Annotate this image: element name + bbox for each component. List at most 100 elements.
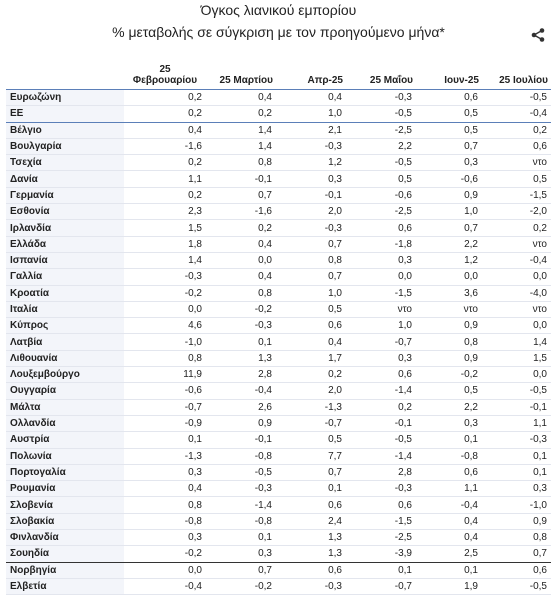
cell: 1,0 xyxy=(346,317,416,335)
table-row: Αυστρία 0,1 -0,1 0,5 -0,5 0,1 -0,3 xyxy=(6,431,551,449)
cell: 11,9 xyxy=(124,366,206,384)
table-row: Ελλάδα 1,8 0,4 0,7 -1,8 2,2 ντο xyxy=(6,236,551,253)
cell: 0,3 xyxy=(346,350,416,368)
header: Όγκος λιανικού εμπορίου % μεταβολής σε σ… xyxy=(0,0,557,48)
cell: -0,6 xyxy=(124,382,206,400)
cell: -1,8 xyxy=(346,236,416,253)
table-row: Κροατία -0,2 0,8 1,0 -1,5 3,6 -4,0 xyxy=(6,285,551,302)
cell: 0,6 xyxy=(416,89,482,107)
cell: 0,1 xyxy=(482,464,551,482)
table-row: Ισπανία 1,4 0,0 0,8 0,3 1,2 -0,4 xyxy=(6,252,551,270)
row-label: Ολλανδία xyxy=(6,415,124,433)
row-label: ΕΕ xyxy=(6,105,124,123)
column-header: 25 Ιουλίου xyxy=(482,48,551,90)
cell: 0,0 xyxy=(482,366,551,384)
cell: 0,1 xyxy=(416,562,482,579)
row-label: Ισπανία xyxy=(6,252,124,270)
cell: 0,7 xyxy=(416,219,482,237)
cell: -1,6 xyxy=(206,203,276,221)
cell: -0,2 xyxy=(416,366,482,384)
cell: -0,4 xyxy=(482,105,551,123)
row-label: Δανία xyxy=(6,170,124,188)
subtitle: % μεταβολής σε σύγκριση με τον προηγούμε… xyxy=(112,24,445,40)
table-row: ΕΕ 0,2 0,2 1,0 -0,5 0,5 -0,4 xyxy=(6,105,551,123)
cell: -0,5 xyxy=(482,382,551,400)
row-label: Γερμανία xyxy=(6,187,124,205)
table-row: Φινλανδία 0,3 0,1 1,3 -2,5 0,4 0,8 xyxy=(6,529,551,547)
cell: 2,4 xyxy=(276,513,346,531)
cell: -0,4 xyxy=(124,578,206,596)
cell: -0,2 xyxy=(124,285,206,302)
cell: 0,6 xyxy=(482,138,551,156)
cell: 1,0 xyxy=(276,285,346,302)
cell: -0,2 xyxy=(206,301,276,319)
cell: 1,3 xyxy=(276,545,346,563)
row-label: Σουηδία xyxy=(6,545,124,563)
cell: 0,1 xyxy=(482,448,551,465)
table-row: Σουηδία -0,2 0,3 1,3 -3,9 2,5 0,7 xyxy=(6,545,551,563)
cell: -0,3 xyxy=(482,431,551,449)
cell: 2,2 xyxy=(416,236,482,253)
cell: 0,8 xyxy=(416,333,482,351)
cell: 2,6 xyxy=(206,399,276,416)
cell: 0,6 xyxy=(416,464,482,482)
cell: 0,7 xyxy=(276,464,346,482)
cell: -0,3 xyxy=(346,89,416,107)
cell: 0,5 xyxy=(276,301,346,319)
cell: 0,9 xyxy=(416,350,482,368)
cell: 0,4 xyxy=(124,122,206,139)
row-label: Ελλάδα xyxy=(6,236,124,253)
cell: 1,3 xyxy=(276,529,346,547)
cell: -0,5 xyxy=(346,431,416,449)
cell: 2,1 xyxy=(276,122,346,139)
cell: 0,4 xyxy=(416,513,482,531)
cell: -0,6 xyxy=(416,170,482,188)
cell: 2,5 xyxy=(416,545,482,563)
cell: -0,5 xyxy=(206,464,276,482)
cell: -0,1 xyxy=(206,431,276,449)
cell: 0,2 xyxy=(482,219,551,237)
row-label: Νορβηγία xyxy=(6,562,124,579)
cell: 2,8 xyxy=(206,366,276,384)
row-label: Λουξεμβούργο xyxy=(6,366,124,384)
cell: 0,9 xyxy=(416,187,482,205)
cell: -0,3 xyxy=(206,317,276,335)
cell: 1,4 xyxy=(482,333,551,351)
cell: -1,4 xyxy=(346,382,416,400)
table-row: Τσεχία 0,2 0,8 1,2 -0,5 0,3 ντο xyxy=(6,154,551,172)
cell: 0,6 xyxy=(346,366,416,384)
cell: 0,4 xyxy=(276,89,346,107)
share-icon[interactable] xyxy=(531,28,545,42)
table-row: Ευρωζώνη 0,2 0,4 0,4 -0,3 0,6 -0,5 xyxy=(6,89,551,107)
cell: 0,9 xyxy=(206,415,276,433)
cell: 0,8 xyxy=(124,350,206,368)
table-row: Λιθουανία 0,8 1,3 1,7 0,3 0,9 1,5 xyxy=(6,350,551,368)
cell: 2,8 xyxy=(346,464,416,482)
table-row: Δανία 1,1 -0,1 0,3 0,5 -0,6 0,5 xyxy=(6,170,551,188)
cell: 2,3 xyxy=(124,203,206,221)
row-label: Αυστρία xyxy=(6,431,124,449)
cell: 0,2 xyxy=(124,105,206,123)
cell: 0,9 xyxy=(416,317,482,335)
cell: 0,2 xyxy=(124,89,206,107)
cell: 0,5 xyxy=(276,431,346,449)
cell: 0,0 xyxy=(124,562,206,579)
cell: -0,8 xyxy=(206,513,276,531)
cell: -0,1 xyxy=(276,187,346,205)
cell: ντο xyxy=(416,301,482,319)
cell: 1,1 xyxy=(416,480,482,498)
column-header: 25 Μαΐου xyxy=(346,48,416,90)
cell: -1,3 xyxy=(276,399,346,416)
cell: 0,0 xyxy=(416,268,482,286)
cell: -1,4 xyxy=(346,448,416,465)
row-label: Λιθουανία xyxy=(6,350,124,368)
cell: 0,7 xyxy=(276,268,346,286)
cell: -0,3 xyxy=(276,578,346,596)
cell: 0,1 xyxy=(206,333,276,351)
cell: 2,0 xyxy=(276,203,346,221)
table-row: Λουξεμβούργο 11,9 2,8 0,2 0,6 -0,2 0,0 xyxy=(6,366,551,384)
cell: 0,3 xyxy=(416,154,482,172)
table-row: Βέλγιο 0,4 1,4 2,1 -2,5 0,5 0,2 xyxy=(6,122,551,139)
cell: -0,9 xyxy=(124,415,206,433)
cell: -0,3 xyxy=(276,138,346,156)
